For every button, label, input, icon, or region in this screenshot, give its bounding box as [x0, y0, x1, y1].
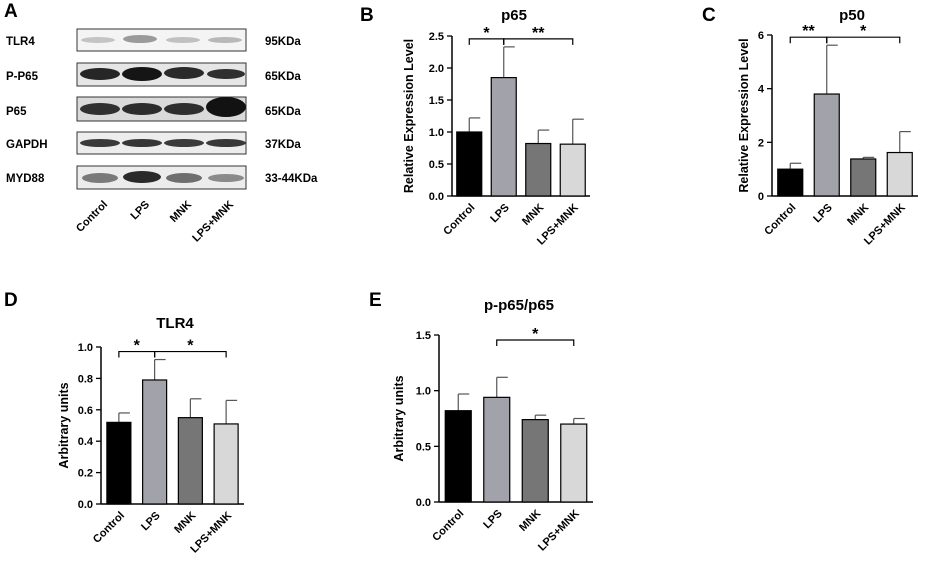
x-tick-label-mnk: MNK: [845, 202, 871, 228]
significance-label: **: [532, 25, 545, 42]
y-tick-label: 1.0: [429, 127, 444, 139]
significance-label: *: [860, 23, 867, 40]
y-tick-label: 0.5: [416, 441, 431, 453]
y-tick-label: 0.0: [429, 191, 444, 203]
significance-bracket: [503, 38, 574, 45]
y-tick-label: 1.5: [416, 330, 431, 342]
bar-lps-mnk: [213, 423, 239, 505]
y-axis-label: Arbitrary units: [392, 375, 406, 461]
bar-mnk: [521, 419, 549, 503]
y-axis-label: Relative Expression Level: [402, 39, 416, 193]
y-tick-label: 0.4: [78, 436, 94, 448]
bar-lps: [142, 379, 168, 505]
bar-control: [456, 131, 483, 197]
y-axis-label: Arbitrary units: [57, 382, 71, 468]
x-tick-label-mnk: MNK: [517, 508, 543, 534]
chart-title: p50: [839, 7, 865, 24]
blot-size-tlr4: 95KDa: [265, 36, 301, 48]
chart-p-p65-p65: p-p65/p65 Arbitrary units 0.0 0.5 1.0 1.5 Cont…: [392, 297, 593, 554]
bar-lps: [813, 93, 840, 197]
significance-bracket: [496, 339, 575, 347]
blot-strip-p65: [76, 96, 247, 122]
bar-control: [444, 410, 472, 503]
bar-mnk: [525, 142, 552, 197]
bar-lps: [483, 396, 511, 503]
y-tick-label: 1.0: [78, 342, 93, 354]
y-tick-label: 0.0: [78, 499, 93, 511]
panel-letter-d: D: [4, 290, 18, 311]
y-tick-label: 2.0: [429, 63, 444, 75]
x-tick-label-mnk: MNK: [520, 202, 546, 228]
blot-lane-control: Control: [74, 199, 110, 235]
bar-lps-mnk: [560, 423, 588, 503]
y-tick-label: 2: [758, 137, 764, 149]
bar-mnk: [177, 417, 203, 505]
x-tick-label-lps: LPS: [481, 508, 505, 532]
significance-label: *: [483, 25, 490, 42]
y-tick-label: 0: [758, 191, 764, 203]
x-tick-label-control: Control: [430, 508, 466, 544]
blot-lane-mnk: MNK: [168, 199, 194, 225]
blot-strip-gapdh: [76, 131, 247, 155]
x-tick-label-lps: LPS: [139, 510, 163, 534]
panel-letter-a: A: [4, 1, 18, 22]
significance-bracket: [154, 350, 227, 358]
bar-lps-mnk: [559, 143, 586, 197]
significance-label: *: [134, 338, 141, 355]
bar-lps: [490, 76, 517, 197]
x-tick-label-control: Control: [762, 202, 798, 238]
x-tick-label-lps-mnk: LPS+MNK: [536, 508, 582, 554]
bar-mnk: [850, 158, 877, 197]
chart-title: TLR4: [156, 315, 194, 332]
blot-size-p-p65: 65KDa: [265, 71, 301, 83]
y-tick-label: 4: [758, 84, 765, 96]
blot-lane-lps-mnk: LPS+MNK: [190, 199, 236, 245]
y-axis-label: Relative Expression Level: [737, 38, 751, 192]
x-tick-label-mnk: MNK: [172, 510, 198, 536]
panel-letter-b: B: [360, 5, 374, 26]
significance-label: **: [802, 23, 815, 40]
blot-strip-tlr4: [76, 28, 247, 52]
x-tick-label-lps: LPS: [488, 202, 512, 226]
x-tick-label-control: Control: [91, 510, 127, 546]
blot-size-p65: 65KDa: [265, 106, 301, 118]
chart-p65: p65 Relative Expression Level 0.0 0.5 1.0 1.5…: [402, 7, 590, 248]
y-tick-label: 0.5: [429, 159, 444, 171]
y-tick-label: 0.8: [78, 373, 93, 385]
significance-label: *: [532, 326, 539, 343]
y-tick-label: 1.5: [429, 95, 444, 107]
blot-size-myd88: 33-44KDa: [265, 173, 318, 185]
y-tick-label: 6: [758, 30, 764, 42]
y-tick-label: 0.6: [78, 405, 93, 417]
bar-control: [777, 168, 804, 197]
significance-label: *: [187, 338, 194, 355]
bar-control: [106, 421, 132, 505]
y-tick-label: 0.0: [416, 497, 431, 509]
blot-strip-myd88: [76, 165, 247, 190]
blot-label-gapdh: GAPDH: [6, 139, 48, 151]
western-blot-panel: TLR4 P-P65 P65 GAPDH MYD88 95KDa 65KDa 6…: [6, 28, 318, 245]
x-tick-label-control: Control: [441, 202, 477, 238]
bar-lps-mnk: [886, 151, 913, 197]
blot-label-p65: P65: [6, 106, 27, 118]
y-tick-label: 1.0: [416, 386, 431, 398]
chart-title: p65: [501, 7, 527, 24]
blot-lane-lps: LPS: [128, 199, 152, 223]
blot-label-myd88: MYD88: [6, 173, 45, 185]
significance-bracket: [826, 36, 901, 44]
y-tick-label: 0.2: [78, 468, 93, 480]
blot-label-tlr4: TLR4: [6, 36, 35, 48]
chart-tlr4: TLR4 Arbitrary units 0.0 0.2 0.4 0.6 0.8 1.0 Con…: [57, 315, 244, 556]
y-tick-label: 2.5: [429, 31, 444, 43]
chart-title: p-p65/p65: [484, 297, 554, 314]
x-tick-label-lps: LPS: [811, 202, 835, 226]
panel-letter-c: C: [702, 5, 716, 26]
chart-p50: p50 Relative Expression Level 0 2 4 6 Control L…: [737, 7, 918, 248]
blot-strip-p-p65: [76, 62, 247, 87]
blot-label-p-p65: P-P65: [6, 71, 39, 83]
blot-size-gapdh: 37KDa: [265, 139, 301, 151]
panel-letter-e: E: [369, 290, 382, 311]
